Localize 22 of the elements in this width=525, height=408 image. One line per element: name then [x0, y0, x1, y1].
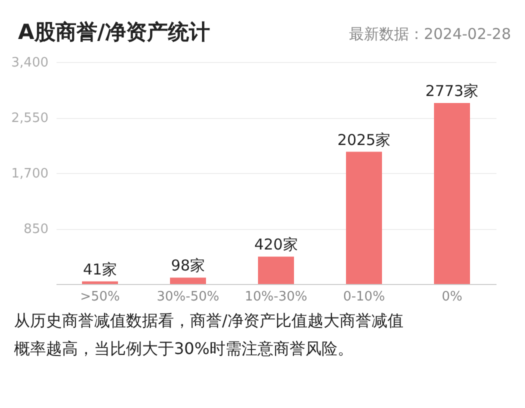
x-tick-label: 10%-30%: [244, 290, 308, 304]
x-tick-label: >50%: [80, 290, 120, 304]
data-label: 98家: [170, 256, 206, 275]
bar: [170, 278, 206, 284]
data-label: 2773家: [425, 82, 479, 100]
data-label: 420家: [254, 236, 298, 254]
bar: [346, 152, 382, 284]
x-tick-label: 0-10%: [343, 290, 385, 304]
chart-subtitle: 最新数据：2024-02-28: [348, 25, 511, 44]
y-tick-label: 3,400: [11, 56, 48, 70]
bar: [258, 256, 294, 284]
bar: [434, 102, 470, 284]
text: 从历史商誉减值数据看，商誉/净资产比值越大商誉减值概率越高，当比例大于30%时需注意商誉风险。: [13, 310, 404, 360]
x-tick-label: 30%-50%: [156, 290, 220, 304]
y-tick-label: 1,700: [11, 166, 48, 182]
chart-title: A股商誉/净资产统计: [18, 19, 210, 46]
data-label: 2025家: [337, 130, 391, 149]
y-tick-label: 2,550: [11, 111, 48, 126]
y-tick-label: 850: [24, 222, 48, 237]
data-label: 41家: [82, 260, 118, 278]
x-tick-label: 0%: [442, 290, 462, 304]
bar: [82, 281, 118, 284]
